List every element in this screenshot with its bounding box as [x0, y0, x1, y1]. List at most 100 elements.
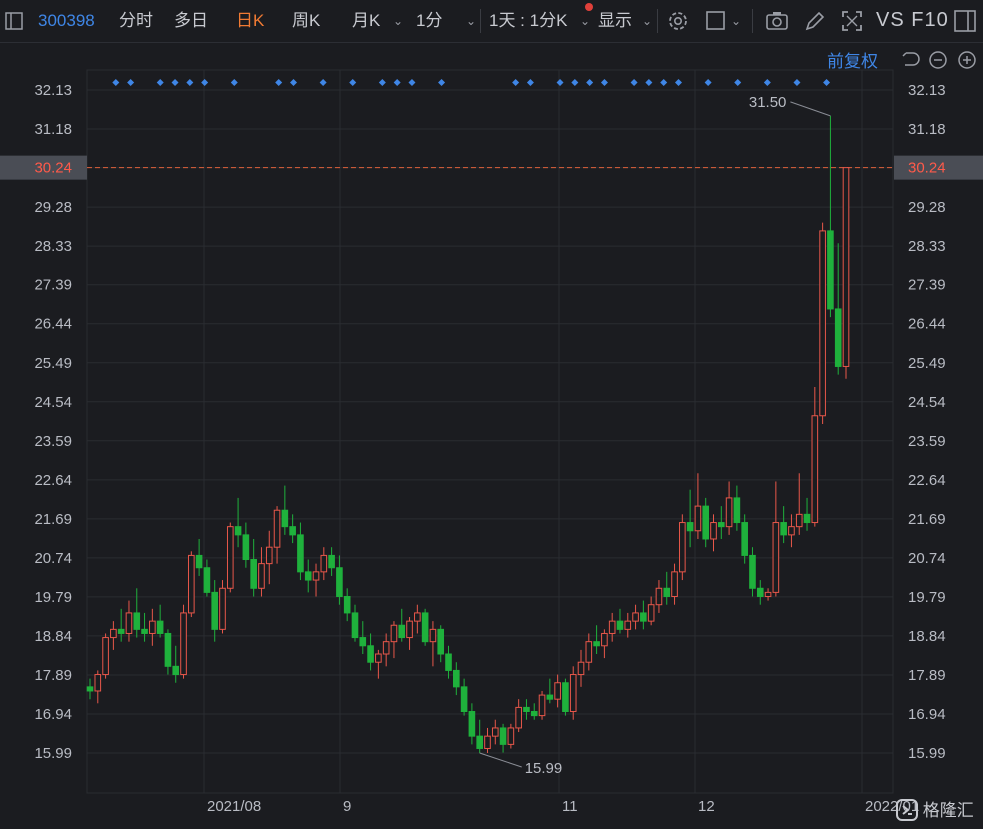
candle-body	[788, 526, 795, 536]
fullscreen-icon[interactable]	[839, 8, 865, 34]
tab-multi-day[interactable]: 多日	[174, 11, 208, 30]
watermark-text: 格隆汇	[922, 801, 974, 820]
pencil-icon[interactable]	[802, 8, 828, 34]
candle	[491, 719, 499, 745]
candle-body	[585, 641, 593, 663]
candle	[312, 563, 320, 597]
panel-toggle-icon[interactable]	[952, 8, 978, 34]
event-marker	[319, 79, 327, 86]
candle	[367, 633, 374, 671]
tab-week-k[interactable]: 周K	[292, 11, 321, 30]
square-select-icon[interactable]	[704, 8, 730, 34]
candle-body	[671, 571, 678, 597]
f10-label[interactable]: F10	[911, 9, 949, 31]
y-tick-label: 32.13	[34, 82, 72, 99]
candle-body	[616, 620, 624, 630]
candle-body	[445, 653, 452, 671]
candle	[336, 555, 343, 605]
candle	[281, 485, 289, 535]
candle	[117, 608, 125, 642]
restore-rights-button[interactable]: 前复权	[827, 52, 878, 71]
y-tick-label: 20.74	[908, 550, 946, 567]
candle	[141, 612, 148, 642]
candle	[328, 547, 335, 576]
candle-body	[803, 513, 811, 524]
candle	[429, 621, 437, 667]
candle	[788, 514, 795, 548]
sidebar-toggle-icon[interactable]	[4, 11, 24, 31]
candle	[110, 621, 117, 650]
square-chevron-down-icon[interactable]: ⌄	[731, 14, 742, 28]
candle-body	[772, 522, 780, 593]
y-tick-label: 29.28	[34, 199, 72, 216]
candle	[546, 678, 554, 704]
event-marker	[571, 79, 579, 86]
chart-tools	[902, 51, 976, 69]
y-tick-label: 24.54	[34, 394, 72, 411]
event-marker	[156, 79, 164, 86]
candle-body	[382, 641, 390, 655]
candle-body	[764, 591, 772, 597]
display-select[interactable]: 显示	[598, 11, 632, 30]
vs-f10-label[interactable]: VS F10	[876, 9, 949, 32]
event-marker	[763, 79, 771, 86]
event-marker	[600, 79, 608, 86]
candle-body	[265, 546, 273, 565]
undo-icon[interactable]	[902, 52, 920, 66]
candle	[585, 633, 593, 671]
candle	[460, 678, 468, 716]
y-tick-label: 18.84	[34, 628, 72, 645]
candle	[538, 690, 546, 720]
candle	[842, 167, 850, 379]
candle-body	[554, 682, 561, 700]
candle	[803, 497, 811, 531]
period-select[interactable]: 1天 : 1分K	[489, 11, 568, 30]
candle	[507, 723, 515, 749]
candle	[593, 625, 600, 655]
candle-body	[219, 587, 226, 630]
tab-fenshi[interactable]: 分时	[119, 11, 153, 30]
candle-body	[499, 727, 507, 745]
month-chevron-down-icon[interactable]: ⌄	[393, 14, 404, 28]
gear-icon[interactable]	[665, 8, 691, 34]
zoom-in-icon[interactable]	[958, 51, 976, 69]
grid	[86, 69, 894, 794]
candle-body	[125, 612, 133, 634]
tab-month-k[interactable]: 月K	[352, 11, 381, 30]
candle	[811, 386, 819, 527]
tab-1min[interactable]: 1分	[416, 11, 443, 30]
candle	[265, 530, 273, 585]
event-marker	[645, 79, 653, 86]
y-tick-label: 23.59	[34, 433, 72, 450]
tab-day-k[interactable]: 日K	[236, 11, 265, 30]
candle	[468, 703, 476, 745]
candle-body	[686, 522, 694, 532]
candle-body	[250, 559, 257, 589]
candle	[702, 497, 710, 548]
candle-body	[304, 571, 312, 581]
candle	[86, 678, 94, 700]
camera-icon[interactable]	[764, 8, 790, 34]
y-tick-label: 28.33	[908, 238, 946, 255]
min-chevron-down-icon[interactable]: ⌄	[466, 14, 477, 28]
y-tick-label: 24.54	[908, 394, 946, 411]
zoom-out-icon[interactable]	[929, 51, 947, 69]
candle-body	[523, 706, 530, 713]
candle	[780, 506, 787, 544]
candle	[242, 522, 250, 568]
display-chevron-down-icon[interactable]: ⌄	[642, 14, 653, 28]
candle	[733, 485, 741, 531]
plot-border	[86, 69, 894, 794]
vs-label[interactable]: VS	[876, 9, 905, 31]
event-markers	[112, 79, 831, 86]
candle-body	[117, 628, 125, 634]
candle-body	[530, 711, 538, 717]
y-tick-label: 31.18	[908, 121, 946, 138]
stock-code[interactable]: 300398	[38, 11, 95, 30]
candle-body	[375, 653, 382, 663]
toolbar: 300398 分时 多日 日K 周K 月K ⌄ 1分 ⌄ 1天 : 1分K ⌄ …	[0, 0, 983, 43]
period-chevron-down-icon[interactable]: ⌄	[580, 14, 591, 28]
candle-body	[86, 686, 94, 692]
event-marker	[112, 79, 120, 86]
